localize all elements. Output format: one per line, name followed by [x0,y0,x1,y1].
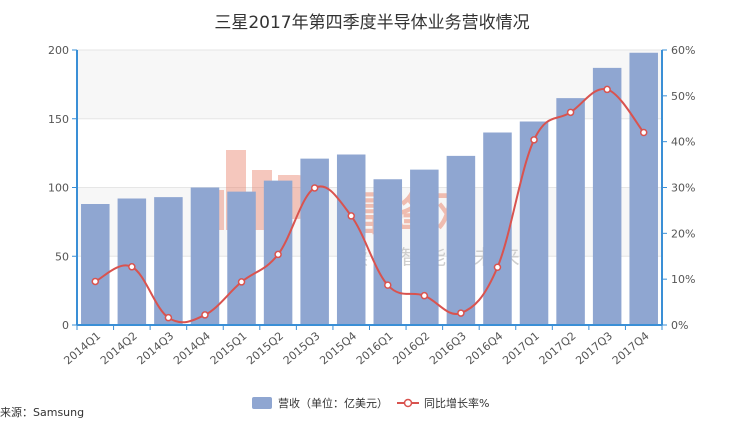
legend-line-marker [403,398,413,408]
y-right-tick-label: 20% [671,227,695,240]
bar [446,155,476,325]
bar [190,187,220,325]
axes: 0 50 100 150 200 0% 10% 20% 30% 40% 50% 60% [48,44,695,332]
x-tick-label: 2015Q1 [208,329,250,367]
y-right-tick-label: 30% [671,182,695,195]
bar [373,179,403,325]
line-point [164,313,173,322]
line-series [91,85,648,324]
legend: 营收（单位：亿美元） 同比增长率% [252,396,489,410]
line-point [420,291,429,300]
y-left-tick-label: 100 [48,182,69,195]
bar [629,52,658,325]
y-right-tick-label: 60% [671,44,695,57]
y-right-tick-label: 40% [671,136,695,149]
x-axis-ticks: 2014Q12014Q22014Q32014Q42015Q12015Q22015… [61,325,663,367]
x-tick-label: 2015Q3 [281,329,323,367]
x-tick-label: 2014Q1 [61,329,103,367]
line-point [457,309,465,317]
bar [592,67,622,325]
y-right-tick-label: 10% [671,273,695,286]
bar [117,198,147,325]
bar [483,132,512,325]
legend-line-label: 同比增长率% [424,396,489,410]
y-left-tick-label: 150 [48,113,69,126]
bar [556,98,585,325]
line-point [347,212,355,220]
x-tick-label: 2016Q1 [354,329,396,367]
x-tick-label: 2017Q1 [500,329,542,367]
line-point [274,250,282,259]
line-point [91,277,100,286]
y-right-tick-label: 50% [671,90,695,103]
source-note: 来源：Samsung [0,405,84,419]
line-point [201,311,209,319]
y-left-tick-label: 50 [55,250,69,263]
line-point [237,278,246,286]
bar [81,204,110,325]
y-left-tick-label: 0 [62,319,69,332]
line-point [603,85,611,94]
bar [227,191,256,325]
x-tick-label: 2017Q2 [537,329,579,367]
bar [519,121,549,325]
x-tick-label: 2015Q4 [317,329,359,367]
x-tick-label: 2014Q3 [135,329,177,367]
bar [336,154,366,325]
line-point [566,108,575,117]
y-left-tick-label: 200 [48,44,69,57]
legend-bar-label: 营收（单位：亿美元） [278,396,388,410]
line-point [493,263,502,271]
x-tick-label: 2016Q3 [427,329,469,367]
line-point [310,184,319,192]
x-tick-label: 2016Q4 [464,329,506,367]
x-tick-label: 2016Q2 [390,329,432,367]
x-tick-label: 2014Q4 [171,329,213,367]
growth-line [94,87,645,324]
bar [300,158,329,325]
bar [154,197,183,325]
line-point [128,263,136,271]
x-tick-label: 2015Q2 [244,329,286,367]
x-tick-label: 2017Q4 [610,329,652,367]
bar-series [81,52,658,325]
line-point [639,128,648,137]
line-point [530,136,538,144]
x-tick-label: 2014Q2 [98,329,140,367]
line-point [384,281,392,289]
x-tick-label: 2017Q3 [573,329,615,367]
legend-bar-swatch [252,397,272,409]
chart-title: 三星2017年第四季度半导体业务营收情况 [214,13,529,33]
y-right-tick-label: 0% [671,319,688,332]
